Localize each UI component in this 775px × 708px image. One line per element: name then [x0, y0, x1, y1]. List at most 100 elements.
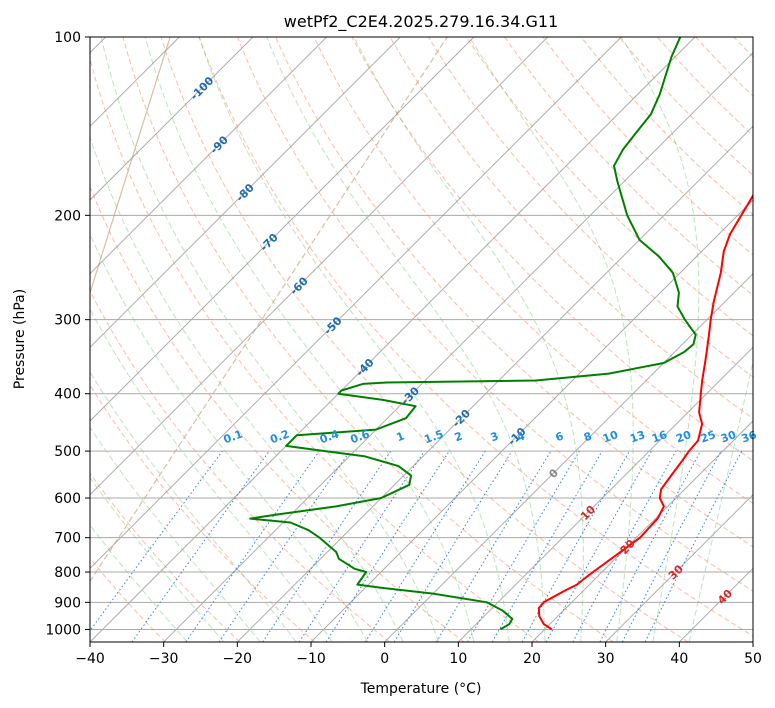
temperature-profile	[537, 193, 753, 631]
isotherm	[163, 51, 753, 642]
isotherm	[457, 346, 753, 642]
y-tick-label: 200	[54, 208, 81, 224]
moist-adiabat	[353, 37, 584, 642]
dry-adiabat	[504, 37, 753, 296]
mixing-ratio-label: 3	[489, 429, 501, 444]
dry-adiabat	[122, 37, 614, 642]
isotherm	[384, 272, 753, 642]
mixing-ratio-line	[218, 450, 351, 642]
moist-adiabat	[198, 37, 510, 642]
mixing-ratio-label: 6	[554, 429, 566, 444]
dry-adiabat	[90, 56, 540, 642]
x-tick-label: 0	[380, 651, 389, 667]
mixing-ratio-label: 0.4	[318, 427, 341, 446]
moist-adiabat	[90, 232, 369, 642]
axes: −40 −30 −20 −10 0 10 20 30 40 5010020030040050060…	[45, 30, 762, 667]
mixing-ratio-label: 1.5	[423, 427, 446, 446]
dry-adiabat	[160, 37, 689, 642]
mixing-ratio-line	[298, 450, 425, 642]
mixing-ratio-label: 0.6	[349, 427, 372, 446]
dewpoint-profile	[249, 37, 697, 631]
x-tick-label: 10	[449, 651, 467, 667]
isotherm	[90, 37, 622, 570]
mixing-ratio-label: 2	[453, 429, 465, 444]
dry-adiabat	[275, 37, 753, 548]
moist-adiabat	[90, 426, 261, 642]
mixing-ratio-label: 36	[740, 428, 759, 446]
isotherm	[605, 493, 753, 642]
moist-adiabat	[100, 37, 439, 642]
isotherm	[236, 125, 753, 642]
mixing-ratio-label: 4	[515, 429, 527, 444]
y-tick-label: 400	[54, 387, 81, 403]
moist-adiabat	[620, 37, 700, 642]
moist-adiabat	[90, 370, 297, 642]
mixing-ratio-label: 25	[699, 428, 718, 445]
mixing-ratio-line	[262, 450, 392, 642]
dry-adiabat	[90, 472, 241, 642]
profile-lines	[249, 37, 753, 631]
dry-adiabat	[237, 37, 753, 592]
x-axis-label: Temperature (°C)	[360, 681, 482, 697]
mixing-ratio-label: 0.1	[222, 427, 245, 446]
chart-title: wetPf2_C2E4.2025.279.16.34.G11	[284, 12, 558, 32]
dry-adiabat	[90, 384, 316, 642]
background-lines	[90, 37, 753, 642]
moist-adiabat	[90, 524, 188, 642]
dry-adiabat	[351, 37, 753, 462]
x-tick-label: 20	[523, 651, 541, 667]
plot-frame	[89, 36, 754, 643]
mixing-ratio-line	[545, 450, 653, 642]
y-tick-label: 1000	[45, 622, 81, 638]
y-tick-label: 600	[54, 491, 81, 507]
mixing-ratio-label: 10	[601, 428, 620, 446]
y-tick-label: 300	[54, 313, 81, 329]
dry-adiabat	[90, 37, 171, 295]
x-tick-label: −30	[149, 651, 179, 667]
dry-adiabat	[313, 37, 753, 505]
x-tick-label: −20	[223, 651, 253, 667]
dry-adiabat	[580, 37, 753, 216]
x-tick-label: −40	[75, 651, 105, 667]
x-tick-label: 30	[597, 651, 615, 667]
isotherm	[90, 37, 401, 349]
isotherm	[310, 199, 753, 642]
mixing-ratio-label: 20	[674, 428, 693, 446]
x-tick-label: −10	[296, 651, 326, 667]
isotherm	[90, 37, 549, 496]
moist-adiabat	[688, 358, 753, 642]
isotherm	[752, 641, 753, 642]
y-tick-label: 100	[54, 30, 81, 46]
isotherm	[90, 37, 254, 201]
dry-adiabat	[466, 37, 753, 337]
x-tick-label: 40	[670, 651, 688, 667]
mixing-ratio-label: 1	[395, 429, 407, 444]
dry-adiabat	[90, 289, 390, 642]
mixing-ratio-line	[393, 450, 513, 642]
y-tick-label: 500	[54, 444, 81, 460]
mixing-ratio-line	[521, 450, 630, 642]
y-tick-label: 900	[54, 595, 81, 611]
isotherm	[90, 37, 696, 642]
y-tick-label: 700	[54, 531, 81, 547]
mixing-ratio-line	[90, 450, 223, 632]
mixing-ratio-line	[572, 450, 677, 642]
mixing-ratio-label: 0.2	[268, 427, 291, 446]
mixing-ratio-line	[644, 450, 743, 642]
isotherm	[90, 37, 328, 275]
mixing-ratio-line	[325, 450, 450, 642]
moist-adiabat	[144, 37, 475, 642]
mixing-ratio-line	[185, 450, 320, 642]
x-tick-label: 50	[744, 651, 762, 667]
mixing-ratio-label: 8	[582, 429, 594, 444]
dry-adiabat	[90, 37, 448, 583]
moist-adiabat	[90, 135, 404, 642]
isotherm	[90, 37, 475, 422]
mixing-ratio-label: 16	[650, 428, 669, 446]
mixing-ratio-label: 13	[628, 428, 647, 445]
y-tick-label: 800	[54, 565, 81, 581]
moist-adiabat	[90, 476, 225, 642]
isotherm	[531, 420, 753, 642]
mixing-ratio-line	[131, 450, 270, 642]
